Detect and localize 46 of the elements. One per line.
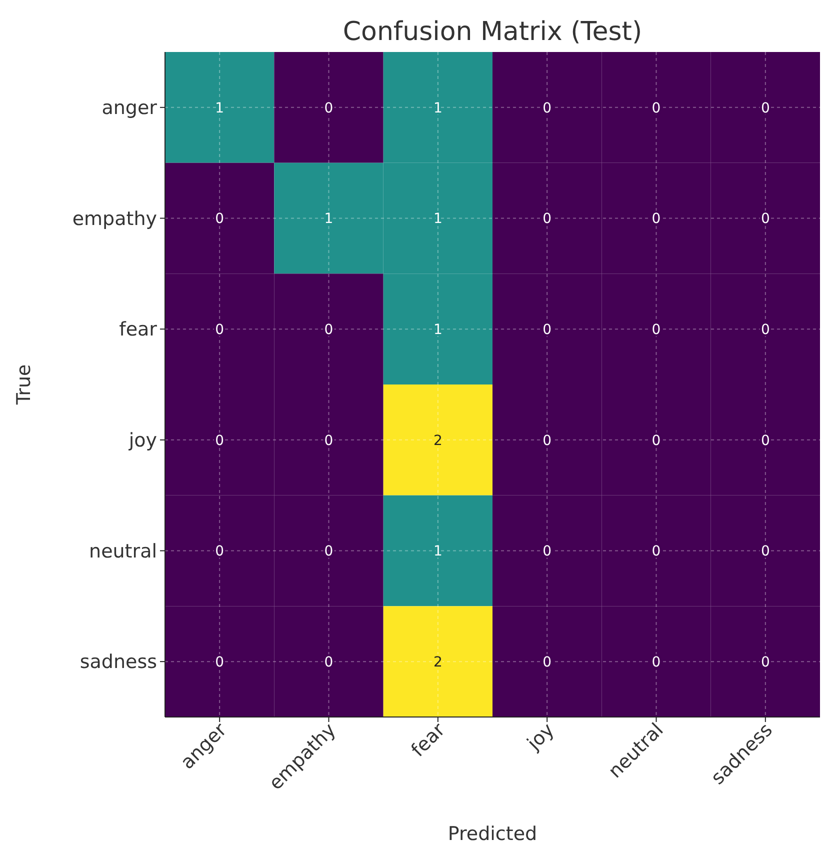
- data-label: 0: [542, 211, 552, 228]
- data-label: 0: [760, 322, 770, 338]
- y-axis-title: True: [13, 364, 35, 406]
- data-label: 0: [652, 654, 661, 670]
- data-label: 1: [433, 100, 442, 116]
- data-label: 0: [760, 100, 770, 116]
- data-label: 0: [324, 322, 334, 338]
- data-label: 1: [433, 211, 442, 228]
- data-label: 2: [433, 654, 442, 670]
- data-label: 0: [215, 544, 224, 560]
- x-axis-title: Predicted: [448, 823, 538, 845]
- data-label: 0: [542, 654, 552, 670]
- data-label: 0: [542, 432, 552, 449]
- data-label: 0: [324, 544, 334, 560]
- data-label: 0: [542, 100, 552, 116]
- data-label: 0: [542, 544, 552, 560]
- data-label: 0: [760, 211, 770, 228]
- data-label: 0: [324, 100, 334, 116]
- y-tick-label: empathy: [72, 208, 157, 230]
- data-label: 0: [215, 654, 224, 670]
- data-label: 0: [652, 432, 661, 449]
- data-label: 0: [652, 100, 661, 116]
- data-label: 1: [324, 211, 334, 228]
- y-tick-label: anger: [102, 97, 158, 120]
- data-label: 0: [652, 322, 661, 338]
- data-label: 0: [324, 432, 334, 449]
- x-tick-label: joy: [522, 718, 559, 756]
- data-label: 1: [215, 100, 224, 116]
- data-label: 0: [324, 654, 334, 670]
- data-label: 0: [652, 544, 661, 560]
- chart-title: Confusion Matrix (Test): [342, 17, 642, 47]
- data-label: 1: [433, 322, 442, 338]
- y-tick-label: fear: [119, 318, 158, 341]
- y-tick-label: neutral: [89, 540, 157, 562]
- data-label: 0: [760, 654, 770, 670]
- y-tick-label: joy: [128, 430, 157, 452]
- data-label: 0: [542, 322, 552, 338]
- data-label: 0: [215, 322, 224, 338]
- data-label: 0: [760, 544, 770, 560]
- y-tick-label: sadness: [80, 651, 157, 674]
- data-label: 1: [433, 544, 442, 560]
- data-label: 0: [652, 211, 661, 228]
- data-label: 0: [215, 211, 224, 228]
- data-label: 2: [433, 432, 442, 449]
- data-label: 0: [760, 432, 770, 449]
- data-label: 0: [215, 432, 224, 449]
